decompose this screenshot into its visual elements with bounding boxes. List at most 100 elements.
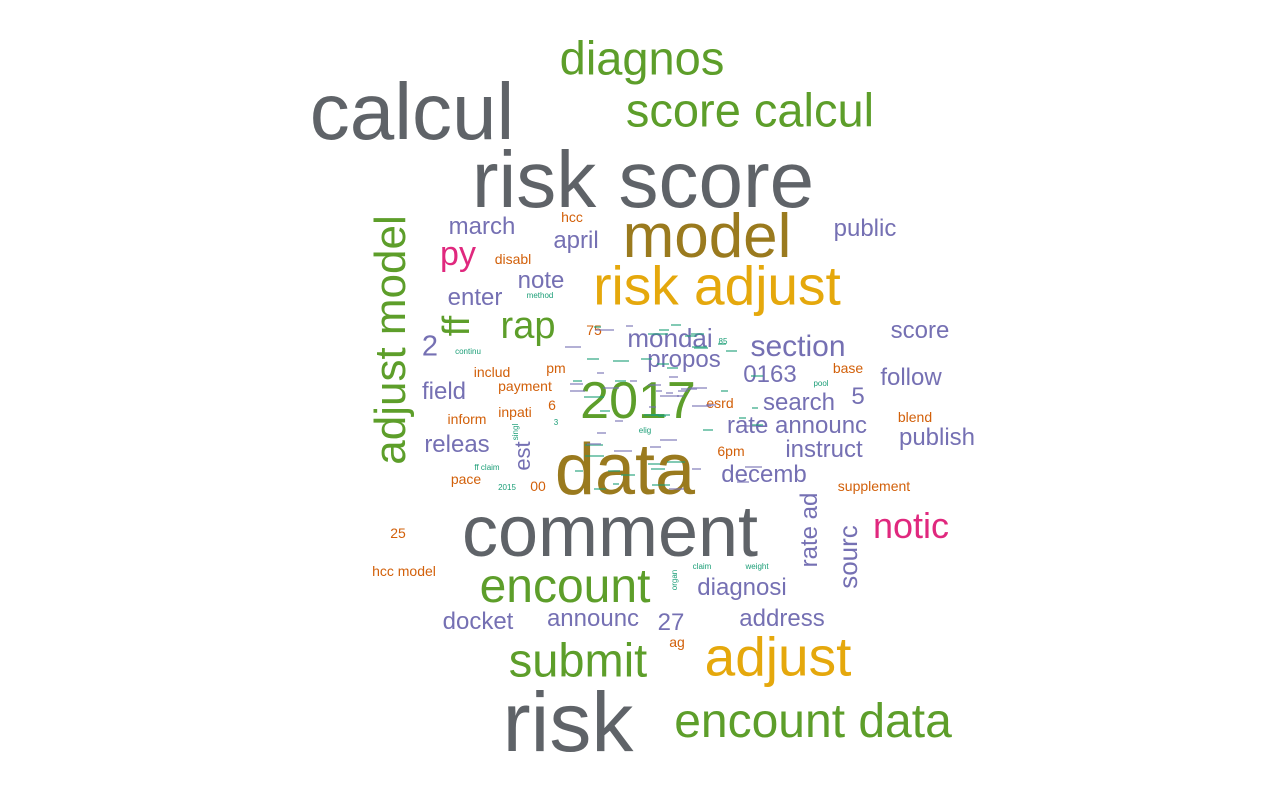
word-0163: 0163 <box>743 361 797 388</box>
word-pm: pm <box>546 360 566 376</box>
word-singl: singl <box>511 423 520 441</box>
word-2015: 2015 <box>498 483 516 492</box>
cloud-filler-mark <box>572 380 583 383</box>
cloud-filler-mark <box>597 371 604 374</box>
word-py: py <box>440 235 476 273</box>
cloud-filler-mark <box>658 328 669 331</box>
word-85: 85 <box>718 337 728 346</box>
cloud-filler-mark <box>691 333 705 336</box>
word-inpati: inpati <box>498 404 532 420</box>
word-adjust-model: adjust model <box>366 215 415 465</box>
cloud-filler-mark <box>658 415 666 418</box>
word-5: 5 <box>851 383 865 410</box>
word-method: method <box>526 291 554 300</box>
word-pace: pace <box>450 471 482 487</box>
cloud-filler-mark <box>667 461 686 464</box>
word-note: note <box>517 267 565 294</box>
word-propos: propos <box>647 346 721 373</box>
word-address: address <box>739 605 825 632</box>
cloud-filler-mark <box>680 388 698 391</box>
cloud-filler-mark <box>718 343 727 346</box>
cloud-filler-mark <box>596 431 607 434</box>
word-risk-adjust: risk adjust <box>593 254 841 317</box>
cloud-filler-mark <box>593 326 601 329</box>
word-ff-claim: ff claim <box>474 463 500 472</box>
cloud-filler-mark <box>651 468 666 471</box>
word-25: 25 <box>390 525 406 541</box>
cloud-filler-mark <box>677 394 685 397</box>
cloud-filler-mark <box>692 404 712 407</box>
cloud-filler-mark <box>651 484 671 487</box>
word-submit: submit <box>508 633 648 687</box>
word-6: 6 <box>548 397 556 413</box>
cloud-filler-mark <box>703 428 714 431</box>
word-section: section <box>750 330 846 363</box>
word-decemb: decemb <box>721 461 807 488</box>
word-inform: inform <box>447 411 487 427</box>
cloud-filler-mark <box>613 482 620 485</box>
cloud-filler-mark <box>720 390 728 393</box>
cloud-filler-mark <box>677 389 688 392</box>
word-releas: releas <box>424 431 490 458</box>
word-docket: docket <box>442 608 514 635</box>
cloud-filler-mark <box>587 358 600 361</box>
cloud-filler-mark <box>751 375 764 378</box>
word-diagnosi: diagnosi <box>697 574 787 601</box>
cloud-filler-mark <box>607 470 621 473</box>
cloud-filler-mark <box>684 334 697 337</box>
word-risk: risk <box>502 675 634 769</box>
cloud-filler-mark <box>612 360 630 363</box>
word-27: 27 <box>657 609 685 636</box>
word-weight: weight <box>745 562 769 571</box>
word-adjust: adjust <box>704 625 852 688</box>
word-hcc-model: hcc model <box>372 563 436 579</box>
cloud-filler-mark <box>737 481 749 484</box>
word-march: march <box>448 213 516 240</box>
cloud-filler-mark <box>569 390 586 393</box>
cloud-filler-mark <box>659 439 677 442</box>
word-risk-score: risk score <box>471 135 815 224</box>
word-calcul: calcul <box>309 67 515 156</box>
cloud-filler-mark <box>706 403 716 406</box>
cloud-filler-mark <box>751 407 759 410</box>
cloud-filler-mark <box>738 416 746 419</box>
word-encount-data: encount data <box>674 695 952 748</box>
word-publish: publish <box>898 424 976 451</box>
word-6pm: 6pm <box>717 443 745 459</box>
cloud-filler-mark <box>745 466 762 469</box>
word-sourc: sourc <box>833 525 863 589</box>
cloud-filler-mark <box>640 357 653 360</box>
word-score-calcul: score calcul <box>625 83 875 137</box>
cloud-filler-mark <box>651 414 670 417</box>
word-comment: comment <box>461 492 759 572</box>
cloud-filler-mark <box>670 324 682 327</box>
cloud-filler-mark <box>691 346 708 349</box>
cloud-filler-mark <box>615 379 626 382</box>
word-organ: organ <box>670 569 679 591</box>
cloud-filler-mark <box>648 332 668 335</box>
cloud-filler-mark <box>584 395 604 398</box>
word-ff: ff <box>436 315 478 337</box>
cloud-filler-mark <box>655 390 662 393</box>
word-2: 2 <box>421 330 439 363</box>
word-public: public <box>833 215 897 242</box>
word-disabl: disabl <box>494 251 532 267</box>
word-hcc: hcc <box>561 209 583 225</box>
word-blend: blend <box>897 409 933 425</box>
cloud-filler-mark <box>630 379 638 382</box>
word-encount: encount <box>479 560 651 613</box>
cloud-filler-mark <box>594 487 607 490</box>
word-follow: follow <box>880 364 942 391</box>
cloud-filler-mark <box>647 462 661 465</box>
word-model: model <box>622 202 792 271</box>
word-00: 00 <box>530 478 546 494</box>
cloud-filler-mark <box>586 443 602 446</box>
cloud-filler-mark <box>665 391 674 394</box>
word-instruct: instruct <box>785 436 863 463</box>
word-diagnos: diagnos <box>559 31 725 85</box>
word-elig: elig <box>638 426 652 435</box>
cloud-filler-mark <box>585 454 604 457</box>
cloud-filler-mark <box>726 350 737 353</box>
cloud-filler-mark <box>621 474 636 477</box>
cloud-filler-mark <box>647 384 662 387</box>
